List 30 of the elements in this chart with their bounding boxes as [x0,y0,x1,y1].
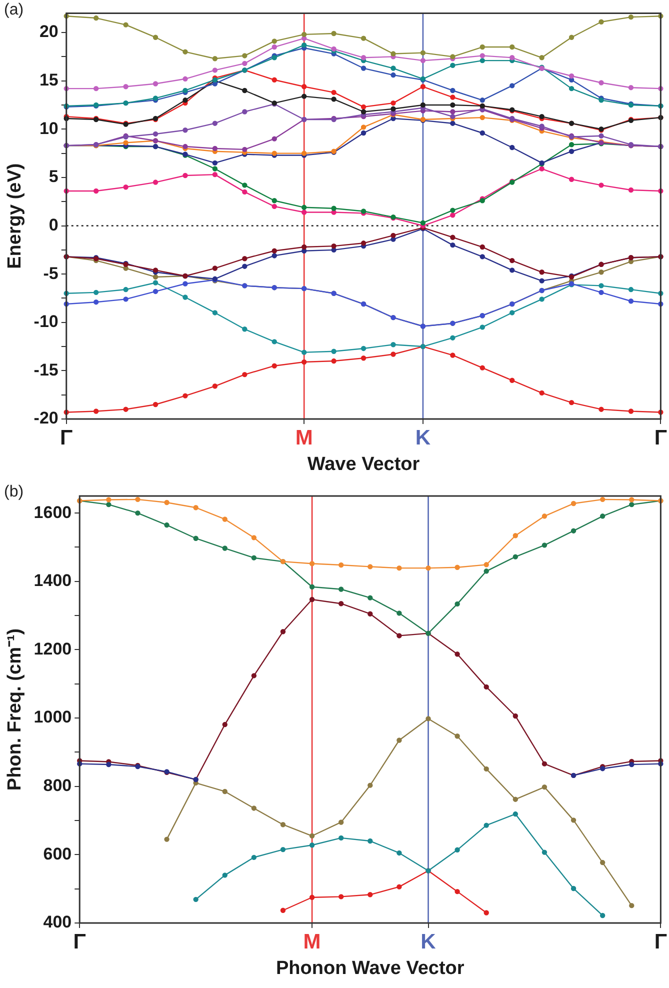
x-tick-label: K [415,426,431,450]
y-tick-label: 10 [39,118,58,138]
x-tick-label: Γ [654,930,668,954]
y-axis-title: Phon. Freq. (cm⁻¹) [4,628,26,791]
x-tick-label: M [295,426,313,450]
y-tick-label: 1000 [34,708,72,727]
y-tick-label: 800 [43,776,72,796]
y-tick-label: 1400 [34,571,72,590]
x-tick-label: Γ [73,930,86,954]
x-axis-title: Phonon Wave Vector [276,958,465,979]
y-tick-label: 20 [39,22,58,42]
y-tick-label: 15 [39,70,58,90]
y-tick-label: 1600 [34,502,72,522]
y-tick-label: 5 [48,167,58,186]
y-tick-label: 0 [48,215,58,234]
x-tick-label: Γ [654,426,668,450]
x-tick-label: K [420,930,436,954]
text: (b) [4,483,24,500]
x-axis-title: Wave Vector [307,454,420,475]
y-tick-label: -20 [34,408,58,428]
y-tick-label: 600 [43,844,72,864]
y-tick-label: -15 [34,360,58,380]
y-tick-label: -5 [43,264,58,283]
text: (a) [4,1,24,18]
x-tick-label: Γ [60,426,74,450]
y-tick-label: -10 [34,312,58,332]
y-tick-label: 400 [43,912,72,932]
y-axis-title: Energy (eV) [4,163,26,269]
x-tick-label: M [303,930,321,954]
y-tick-label: 1200 [34,639,72,658]
